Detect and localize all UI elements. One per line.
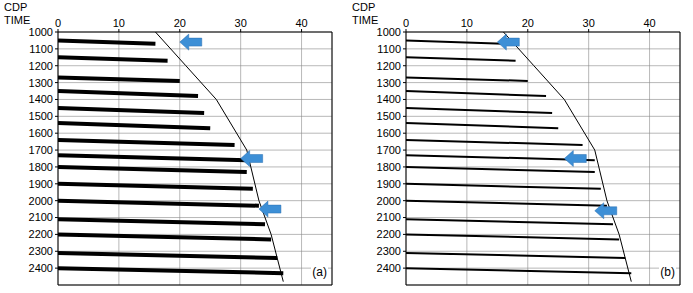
svg-text:1300: 1300	[29, 77, 53, 89]
svg-text:1500: 1500	[377, 110, 401, 122]
svg-text:1600: 1600	[29, 127, 53, 139]
html-text:(b): (b)	[660, 265, 675, 279]
svg-text:2300: 2300	[377, 245, 401, 257]
html-text:TIME: TIME	[352, 14, 379, 26]
svg-text:1500: 1500	[29, 110, 53, 122]
svg-text:40: 40	[643, 17, 655, 29]
html-text:CDP: CDP	[352, 1, 376, 13]
svg-text:2200: 2200	[377, 228, 401, 240]
svg-text:2000: 2000	[29, 195, 53, 207]
svg-text:2000: 2000	[377, 195, 401, 207]
svg-text:10: 10	[461, 17, 473, 29]
svg-text:2400: 2400	[377, 262, 401, 274]
svg-text:30: 30	[583, 17, 595, 29]
svg-text:20: 20	[174, 17, 186, 29]
svg-text:10: 10	[113, 17, 125, 29]
html-text:(a): (a)	[312, 265, 327, 279]
html-text:TIME: TIME	[4, 14, 31, 26]
html-text:CDP: CDP	[4, 1, 28, 13]
svg-text:2200: 2200	[29, 228, 53, 240]
svg-text:2100: 2100	[377, 211, 401, 223]
svg-text:1300: 1300	[377, 77, 401, 89]
svg-text:1100: 1100	[377, 43, 401, 55]
svg-text:0: 0	[55, 17, 61, 29]
svg-text:30: 30	[235, 17, 247, 29]
svg-text:2300: 2300	[29, 245, 53, 257]
svg-text:1900: 1900	[377, 178, 401, 190]
svg-text:1600: 1600	[377, 127, 401, 139]
svg-text:1000: 1000	[377, 26, 401, 38]
svg-text:1000: 1000	[29, 26, 53, 38]
svg-text:1700: 1700	[377, 144, 401, 156]
svg-text:1800: 1800	[29, 161, 53, 173]
svg-text:1800: 1800	[377, 161, 401, 173]
svg-text:1700: 1700	[29, 144, 53, 156]
svg-text:1400: 1400	[377, 93, 401, 105]
svg-text:1400: 1400	[29, 93, 53, 105]
svg-text:1900: 1900	[29, 178, 53, 190]
svg-text:2100: 2100	[29, 211, 53, 223]
svg-text:40: 40	[295, 17, 307, 29]
svg-text:1100: 1100	[29, 43, 53, 55]
svg-text:20: 20	[522, 17, 534, 29]
svg-text:1200: 1200	[29, 60, 53, 72]
svg-text:1200: 1200	[377, 60, 401, 72]
svg-text:0: 0	[403, 17, 409, 29]
svg-text:2400: 2400	[29, 262, 53, 274]
